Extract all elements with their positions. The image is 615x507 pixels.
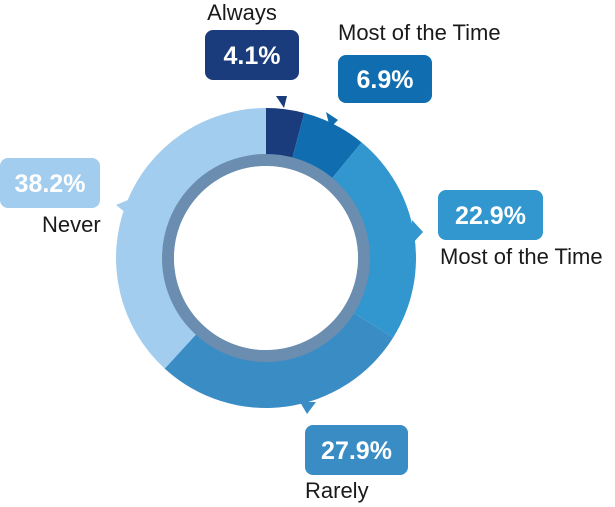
callout-group: 4.1% Always 6.9% Most of the Time 22.9% Most … [0,0,603,503]
callout: 6.9% Most of the Time [326,20,501,128]
callout-pointer [300,402,316,414]
callout: 22.9% Most of the Time [412,190,603,269]
value-label: 6.9% [357,66,414,94]
category-label: Never [42,212,101,237]
value-badge [338,55,432,103]
inner-ring [162,154,370,362]
value-label: 27.9% [321,437,392,465]
callout: 4.1% Always [205,0,299,108]
donut-slice [116,108,266,369]
value-badge [305,425,408,475]
inner-ring-group [162,154,370,362]
value-badge [205,30,299,80]
value-label: 38.2% [15,170,86,198]
callout-pointer [412,220,423,244]
value-label: 4.1% [224,42,281,70]
callout-pointer [276,96,287,108]
value-badge [0,158,100,208]
donut-slice [329,142,417,338]
value-badge [438,190,543,240]
category-label: Rarely [305,478,369,503]
value-label: 22.9% [455,202,526,230]
category-label: Always [207,0,277,25]
callout: 38.2% Never [0,158,128,237]
category-label: Most of the Time [440,244,603,269]
callout-pointer [116,200,128,213]
callout: 27.9% Rarely [300,402,408,503]
donut-hole [174,166,358,350]
callout-pointer [326,112,338,128]
donut-slice [266,108,305,162]
category-label: Most of the Time [338,20,501,45]
